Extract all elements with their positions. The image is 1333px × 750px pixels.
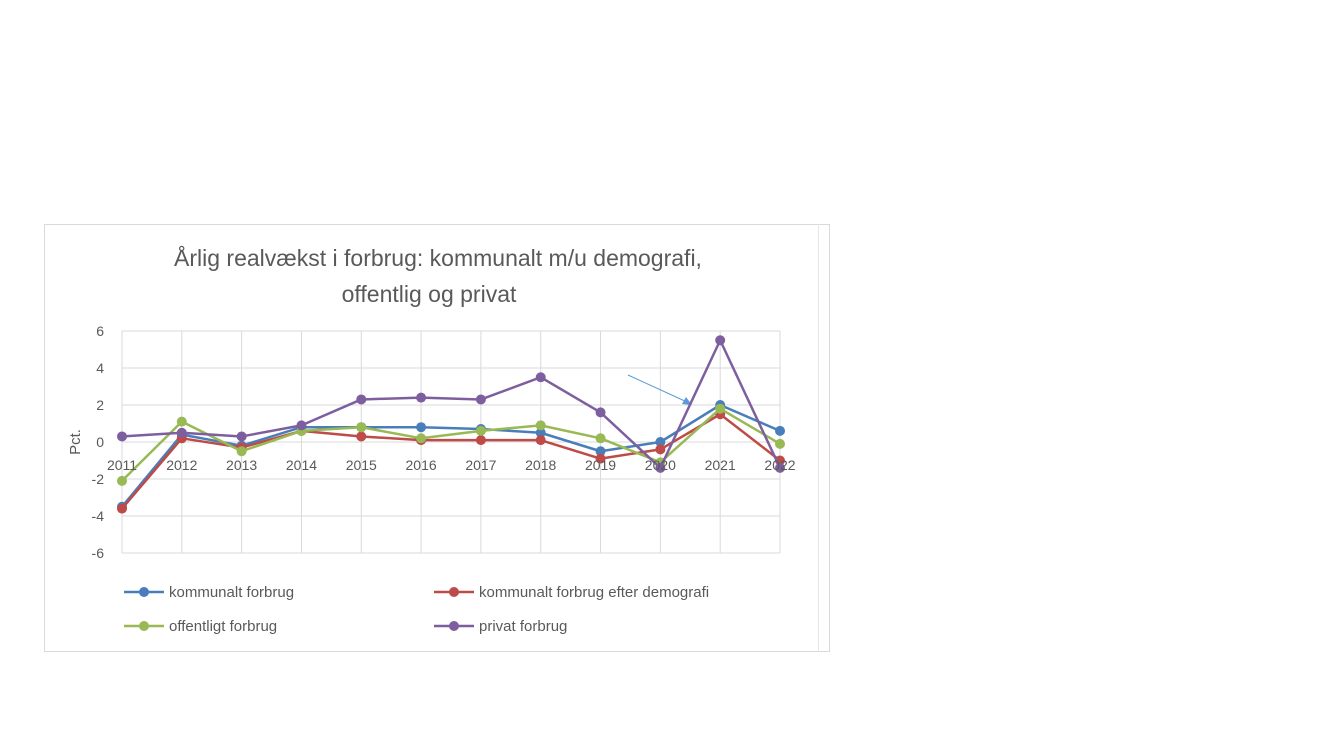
data-point xyxy=(416,433,427,444)
legend-label: privat forbrug xyxy=(479,618,567,635)
data-point xyxy=(595,433,606,444)
data-point xyxy=(176,416,187,427)
arrow-line xyxy=(627,374,688,403)
x-tick-label: 2015 xyxy=(346,457,377,473)
y-axis-ticks: 6 4 2 0 -2 -4 -6 xyxy=(92,323,105,561)
data-point xyxy=(117,475,127,486)
legend-marker xyxy=(139,587,149,597)
data-point xyxy=(535,420,546,431)
series-line xyxy=(121,339,782,470)
gridlines xyxy=(121,330,781,554)
legend-label: offentligt forbrug xyxy=(169,618,277,635)
data-point xyxy=(535,427,546,438)
x-tick-label: 2012 xyxy=(166,457,197,473)
data-point xyxy=(595,453,606,464)
legend-label: kommunalt forbrug efter demografi xyxy=(479,584,709,601)
y-tick-label: -6 xyxy=(92,545,105,561)
y-tick-label: -4 xyxy=(92,508,105,524)
legend-label: kommunalt forbrug xyxy=(169,584,294,601)
chart-title-line-1: Årlig realvækst i forbrug: kommunalt m/u… xyxy=(174,244,702,271)
x-tick-label: 2021 xyxy=(705,457,736,473)
y-tick-label: 2 xyxy=(96,397,104,413)
x-tick-label: 2017 xyxy=(465,457,496,473)
chart-frame xyxy=(44,224,830,652)
legend-entry: offentligt forbrug xyxy=(124,618,277,635)
series-4 xyxy=(117,335,785,473)
x-tick-label: 2016 xyxy=(406,457,437,473)
chart-title-line-2: offentlig og privat xyxy=(342,281,517,307)
legend-marker xyxy=(449,587,459,597)
legend-entry: kommunalt forbrug xyxy=(124,584,294,601)
data-point xyxy=(416,392,427,403)
data-point xyxy=(655,462,666,473)
series-line xyxy=(121,403,781,508)
y-tick-label: 4 xyxy=(96,360,104,376)
data-point xyxy=(595,446,606,457)
y-axis-label: Pct. xyxy=(67,429,84,455)
x-tick-label: 2020 xyxy=(645,457,676,473)
series-line xyxy=(121,407,781,482)
x-tick-label: 2013 xyxy=(226,457,257,473)
data-point xyxy=(775,462,785,473)
data-point xyxy=(356,422,367,433)
data-point xyxy=(715,403,726,414)
data-point xyxy=(356,394,367,405)
data-point xyxy=(296,420,307,431)
data-point xyxy=(475,425,486,436)
data-point xyxy=(775,425,785,436)
data-point xyxy=(715,335,726,346)
data-point xyxy=(236,446,247,457)
data-point xyxy=(535,435,546,446)
series-2 xyxy=(117,409,785,514)
x-tick-label: 2019 xyxy=(585,457,616,473)
data-point xyxy=(236,431,247,442)
x-tick-label: 2022 xyxy=(764,457,795,473)
data-point xyxy=(475,435,486,446)
data-point xyxy=(475,394,486,405)
x-axis-ticks: 2011 2012 2013 2014 2015 2016 2017 2018 2019 2020… xyxy=(107,457,796,473)
legend-marker xyxy=(139,621,149,631)
data-point xyxy=(356,431,367,442)
legend: kommunalt forbrug kommunalt forbrug efter… xyxy=(124,584,709,635)
x-tick-label: 2018 xyxy=(525,457,556,473)
data-point xyxy=(416,422,427,433)
data-point xyxy=(117,431,127,442)
x-tick-label: 2014 xyxy=(286,457,317,473)
data-point xyxy=(775,438,785,449)
data-point xyxy=(535,372,546,383)
y-tick-label: 0 xyxy=(96,434,104,450)
data-point xyxy=(655,444,666,455)
y-tick-label: -2 xyxy=(92,471,105,487)
data-point xyxy=(655,437,666,447)
legend-entry: kommunalt forbrug efter demografi xyxy=(434,584,709,601)
data-point xyxy=(117,503,127,514)
y-tick-label: 6 xyxy=(96,323,104,339)
legend-marker xyxy=(449,621,459,631)
frame-divider xyxy=(818,224,819,652)
x-tick-label: 2011 xyxy=(107,457,137,473)
data-series xyxy=(117,335,785,514)
data-point xyxy=(595,407,606,418)
legend-entry: privat forbrug xyxy=(434,618,567,635)
data-point xyxy=(176,427,187,438)
